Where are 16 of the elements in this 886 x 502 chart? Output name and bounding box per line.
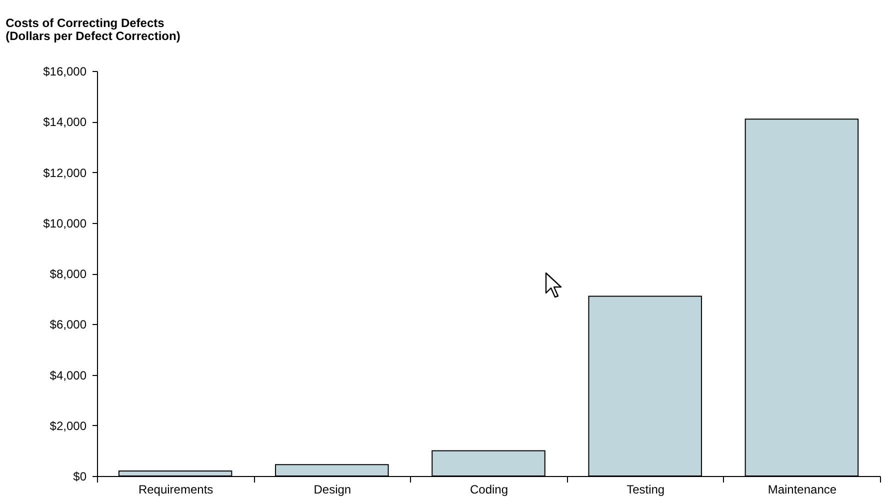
y-tick-label: $0 [73,470,87,484]
chart-title: Costs of Correcting Defects [6,16,165,30]
x-tick-label: Design [314,482,352,496]
x-tick-label: Requirements [138,482,214,496]
y-tick-label: $4,000 [50,368,87,382]
y-tick-label: $10,000 [43,216,87,230]
y-tick-label: $2,000 [50,418,87,433]
y-tick-label: $12,000 [43,166,87,180]
x-tick-label: Coding [470,482,508,496]
y-tick-label: $16,000 [43,64,87,78]
y-tick-label: $8,000 [50,267,87,281]
x-tick-label: Testing [626,482,665,496]
y-tick-label: $6,000 [50,318,87,332]
chart-subtitle: (Dollars per Defect Correction) [6,29,180,43]
y-tick-label: $14,000 [43,115,87,130]
x-tick-label: Maintenance [768,482,837,496]
